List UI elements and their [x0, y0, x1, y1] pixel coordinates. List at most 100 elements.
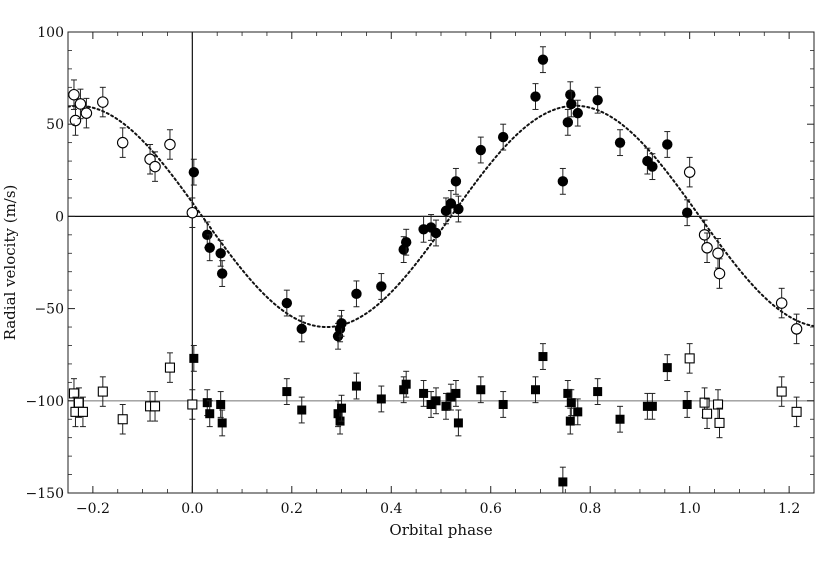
marker-filled-square	[498, 399, 508, 409]
marker-filled-circle	[537, 54, 549, 65]
marker-open-square	[791, 406, 802, 417]
marker-filled-square	[419, 388, 429, 398]
data-point-open-circle	[712, 238, 724, 269]
data-point-filled-circle	[562, 108, 574, 136]
data-point-open-circle	[790, 313, 803, 345]
marker-filled-square	[530, 385, 540, 395]
series-open-square	[68, 343, 802, 439]
marker-filled-circle	[475, 144, 486, 156]
data-point-filled-circle	[450, 167, 462, 195]
marker-filled-circle	[188, 166, 200, 178]
axis-ticks: −0.2 0.0 0.2 0.4 0.6 0.8 1.0 1.2 −150 −100 −50 0 50 1…	[26, 25, 815, 517]
data-point-filled-square	[615, 405, 625, 433]
marker-filled-circle	[281, 297, 293, 309]
marker-open-circle	[712, 247, 724, 260]
data-point-open-circle	[683, 156, 696, 188]
data-point-filled-square	[401, 370, 411, 398]
series-filled-square	[189, 343, 692, 493]
data-point-filled-square	[189, 344, 199, 372]
data-point-filled-square	[446, 383, 456, 411]
data-point-open-square	[702, 398, 713, 429]
marker-open-square	[684, 353, 695, 364]
plot-frame	[67, 31, 815, 494]
marker-filled-square	[453, 418, 463, 428]
marker-open-square	[68, 388, 80, 399]
data-point-filled-square	[573, 398, 583, 426]
data-point-filled-circle	[453, 195, 464, 223]
data-point-filled-square	[476, 376, 486, 404]
data-point-filled-circle	[647, 153, 658, 181]
marker-filled-square	[426, 399, 436, 409]
marker-open-square	[712, 399, 724, 410]
data-point-open-square	[714, 407, 725, 439]
x-tick-label: −0.2	[76, 501, 110, 517]
data-point-filled-circle	[400, 228, 412, 256]
data-point-filled-circle	[557, 167, 569, 195]
marker-filled-circle	[497, 131, 509, 143]
data-point-filled-square	[419, 380, 429, 407]
data-point-filled-circle	[296, 315, 307, 343]
marker-open-square	[164, 362, 176, 373]
y-tick-label: 50	[46, 117, 64, 133]
data-point-filled-circle	[566, 90, 577, 118]
marker-filled-square	[441, 401, 451, 411]
marker-open-circle	[149, 160, 161, 173]
marker-open-circle	[713, 267, 726, 280]
data-point-filled-square	[205, 400, 215, 428]
data-point-filled-circle	[430, 219, 442, 247]
marker-filled-square	[566, 398, 576, 408]
data-point-filled-circle	[592, 86, 603, 114]
marker-filled-circle	[565, 89, 576, 100]
data-point-filled-circle	[497, 123, 509, 151]
marker-filled-square	[431, 396, 441, 406]
marker-filled-square	[563, 388, 573, 398]
data-point-open-circle	[701, 232, 713, 263]
data-point-filled-circle	[572, 99, 583, 127]
data-point-open-circle	[97, 86, 109, 118]
marker-filled-square	[337, 403, 347, 413]
marker-open-circle	[69, 114, 82, 127]
data-point-open-circle	[775, 287, 788, 319]
x-tick-label: 0.6	[480, 501, 502, 517]
data-point-filled-square	[217, 409, 227, 437]
x-tick-label: 0.4	[380, 501, 402, 517]
y-tick-label: −150	[26, 486, 64, 502]
marker-filled-circle	[614, 137, 626, 148]
marker-open-circle	[698, 229, 711, 241]
data-point-filled-circle	[445, 190, 457, 217]
y-tick-label: 100	[37, 25, 64, 41]
data-point-open-circle	[69, 105, 82, 136]
marker-filled-circle	[445, 198, 457, 209]
data-point-filled-circle	[662, 131, 673, 158]
data-point-filled-square	[662, 354, 672, 382]
marker-filled-circle	[204, 242, 215, 253]
marker-filled-square	[282, 387, 292, 397]
reference-lines	[68, 32, 814, 493]
data-point-open-square	[684, 343, 695, 374]
marker-open-square	[149, 401, 161, 412]
marker-open-circle	[74, 98, 87, 110]
marker-filled-square	[399, 385, 409, 395]
marker-filled-square	[573, 407, 583, 417]
data-point-open-circle	[74, 88, 87, 120]
data-point-open-square	[791, 396, 802, 428]
marker-open-circle	[790, 323, 803, 335]
data-point-filled-circle	[188, 158, 200, 186]
data-point-filled-square	[216, 391, 226, 418]
marker-filled-square	[476, 385, 486, 395]
data-point-filled-square	[538, 343, 548, 370]
marker-filled-circle	[400, 237, 412, 248]
marker-open-circle	[683, 166, 696, 178]
marker-filled-square	[216, 399, 226, 409]
marker-open-circle	[701, 241, 713, 254]
marker-filled-square	[189, 353, 199, 363]
data-point-open-square	[149, 391, 161, 422]
data-point-filled-circle	[681, 199, 693, 227]
marker-filled-square	[647, 401, 657, 411]
data-point-open-square	[187, 389, 198, 420]
marker-filled-circle	[562, 117, 574, 128]
marker-filled-circle	[215, 248, 226, 259]
marker-filled-circle	[351, 288, 362, 300]
data-point-open-circle	[149, 151, 161, 182]
x-tick-label: 1.0	[679, 501, 701, 517]
